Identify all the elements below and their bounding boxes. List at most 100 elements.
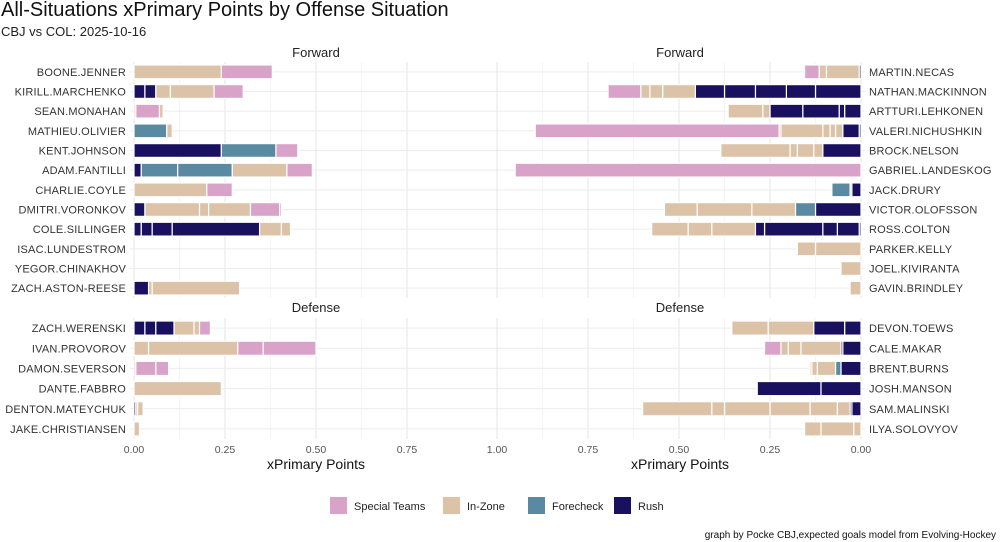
bar-segment-rush (838, 103, 846, 119)
bar-segment-in-zone (809, 401, 838, 417)
bar-segment-in-zone (198, 202, 210, 217)
legend-swatch (614, 497, 631, 514)
bar-segment-in-zone (133, 421, 141, 437)
bar-segment-rush (814, 84, 862, 99)
player-label: DANTE.FABBRO (39, 384, 127, 396)
bar-segment-in-zone (787, 340, 802, 356)
player-label: IVAN.PROVOROV (32, 343, 127, 355)
bar-segment-in-zone (769, 401, 811, 417)
bar-segment-rush (133, 84, 146, 99)
bar-segment-forecheck (140, 162, 179, 178)
bar-segment-in-zone (147, 340, 239, 356)
legend: Special Teams In-Zone Forecheck Rush (330, 497, 664, 514)
bar-segment-rush (756, 380, 822, 397)
bar-segment-rush (820, 380, 862, 397)
bar-segment-in-zone (641, 401, 713, 417)
bar-segment-special-teams (249, 202, 281, 217)
bar-segment-in-zone (816, 360, 837, 377)
bar-segment-in-zone (133, 64, 222, 80)
bar-segment-rush (822, 221, 838, 237)
bar-segment-in-zone (829, 123, 837, 139)
player-label: VICTOR.OLOFSSON (869, 205, 978, 217)
bar-segment-rush (802, 103, 840, 119)
player-label: SAM.MALINSKI (869, 404, 950, 416)
bar-segment-special-teams (262, 340, 317, 356)
bar-segment-in-zone (137, 401, 144, 417)
bar-segment-in-zone (820, 421, 855, 437)
bar-segment-rush (844, 103, 862, 119)
player-label: ZACH.WERENSKI (32, 323, 126, 335)
bar-segment-in-zone (809, 360, 813, 377)
bar-segment-in-zone (818, 64, 828, 80)
legend-label: In-Zone (467, 501, 505, 513)
bar-segment-special-teams (155, 360, 170, 377)
legend-item-forecheck: Forecheck (528, 497, 604, 514)
bar-segment-rush (822, 143, 862, 158)
bar-segment-rush (723, 84, 757, 99)
bar-segment-in-zone (800, 340, 842, 356)
bar-segment-in-zone (834, 123, 844, 139)
bar-segment-rush (836, 221, 860, 237)
bar-segment-forecheck (831, 182, 851, 198)
x-tick-label: 0.25 (215, 444, 236, 456)
player-label: JOSH.MANSON (869, 384, 952, 396)
bar-segment-special-teams (237, 340, 264, 356)
player-label: ISAC.LUNDESTROM (17, 244, 126, 256)
bar-segment-special-teams (514, 162, 862, 178)
bar-segment-special-teams (198, 320, 212, 336)
x-tick-label: 1.00 (487, 444, 508, 456)
bar-segment-special-teams (275, 143, 299, 158)
bar-segment-forecheck (133, 123, 168, 139)
bar-segment-rush (813, 320, 846, 336)
panel-defense-left: Defense ZACH.WERENSKI IVAN.PROVOROV DAMON.S… (5, 300, 498, 456)
bar-segment-in-zone (727, 103, 764, 119)
bar-segment-in-zone (825, 64, 860, 80)
bar-segment-in-zone (133, 380, 222, 397)
player-label: ILYA.SOLOVYOV (869, 424, 958, 436)
bar-segment-special-teams (279, 202, 283, 217)
legend-item-rush: Rush (614, 497, 664, 514)
player-label: PARKER.KELLY (869, 244, 953, 256)
x-tick-label: 0.50 (306, 444, 327, 456)
bar-segment-rush (844, 320, 862, 336)
bar-segment-rush (171, 221, 261, 237)
bar-segment-in-zone (208, 202, 252, 217)
bar-segment-in-zone (231, 162, 288, 178)
bar-segment-in-zone (651, 221, 689, 237)
player-label: DAMON.SEVERSON (18, 363, 126, 375)
player-label: DEVON.TOEWS (869, 323, 954, 335)
bar-segment-in-zone (173, 320, 195, 336)
bar-segment-in-zone (133, 182, 208, 198)
bar-segment-in-zone (731, 320, 769, 336)
bar-segment-in-zone (811, 360, 818, 377)
panels: Forward BOONE.JENNER KIRILL.MARCHENKO SEAN.… (5, 45, 991, 456)
player-label: JOEL.KIVIRANTA (869, 264, 960, 276)
bar-segment-special-teams (135, 103, 161, 119)
bar-segment-in-zone (151, 280, 241, 296)
bar-segment-rush (155, 320, 175, 336)
bar-segment-in-zone (789, 143, 798, 158)
facet-label: Defense (656, 300, 704, 315)
legend-item-in-zone: In-Zone (443, 497, 505, 514)
player-label: ADAM.FANTILLI (42, 165, 126, 177)
player-label: ROSS.COLTON (869, 224, 950, 236)
x-tick-label: 0.00 (851, 444, 872, 456)
bar-segment-special-teams (803, 64, 820, 80)
bar-segment-in-zone (640, 84, 651, 99)
player-label: ARTTURI.LEHKONEN (869, 106, 983, 118)
bar-segment-rush (814, 202, 862, 217)
bar-segment-in-zone (649, 84, 664, 99)
player-label: MARTIN.NECAS (869, 67, 954, 79)
bar-segment-rush (133, 221, 142, 237)
bar-segment-in-zone (720, 143, 791, 158)
bar-segment-special-teams (534, 123, 780, 139)
x-tick-label: 0.25 (760, 444, 781, 456)
bar-segment-in-zone (144, 202, 201, 217)
bar-segment-rush (694, 84, 726, 99)
bar-segment-in-zone (166, 123, 173, 139)
bar-segment-in-zone (780, 123, 824, 139)
bar-segment-rush (763, 221, 824, 237)
facet-label: Defense (292, 300, 340, 315)
bar-segment-in-zone (663, 202, 698, 217)
bar-segment-in-zone (662, 84, 696, 99)
